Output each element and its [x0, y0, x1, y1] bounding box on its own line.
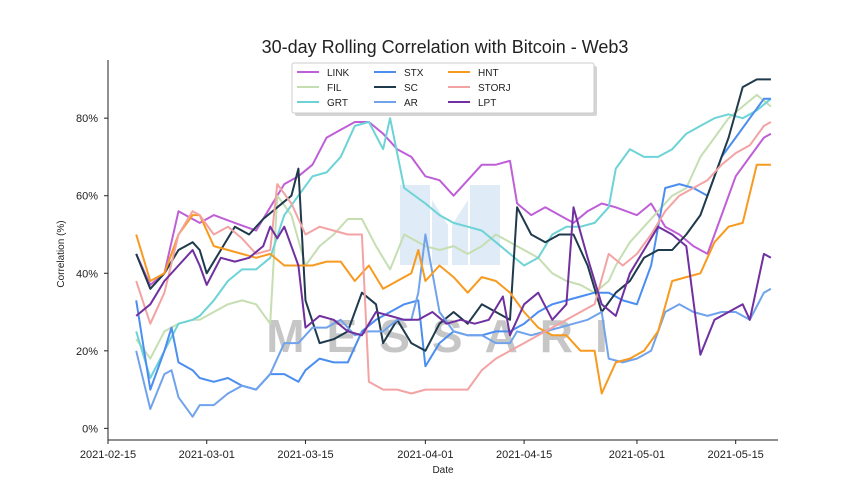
x-tick-labels: 2021-02-15 2021-03-01 2021-03-15 2021-04-01…	[80, 440, 764, 461]
x-tick-label: 2021-04-15	[496, 449, 552, 461]
legend-label-stx: STX	[404, 68, 424, 79]
x-tick-label: 2021-05-15	[708, 449, 764, 461]
legend-label-sc: SC	[404, 83, 418, 94]
x-tick-label: 2021-02-15	[80, 449, 136, 461]
series-line-hnt	[135, 163, 771, 395]
x-tick-label: 2021-04-01	[397, 449, 453, 461]
series-line-lpt	[135, 206, 772, 356]
series-layer	[135, 78, 772, 418]
watermark-logo-bar-right	[470, 185, 500, 265]
chart-title: 30-day Rolling Correlation with Bitcoin …	[262, 37, 629, 57]
x-axis-label: Date	[432, 465, 454, 476]
legend-box	[291, 62, 595, 114]
series-line-link	[135, 121, 772, 286]
series-line-grt	[135, 98, 772, 379]
legend-label-link: LINK	[327, 68, 350, 79]
legend-label-hnt: HNT	[478, 68, 499, 79]
x-tick-label: 2021-05-01	[609, 449, 665, 461]
y-tick-label: 80%	[76, 113, 98, 125]
x-tick-label: 2021-03-15	[277, 449, 333, 461]
y-tick-label: 60%	[76, 191, 98, 203]
legend: LINK FIL GRT STX SC AR HNT STORJ LPT	[291, 62, 597, 116]
watermark-logo-wedge-right	[452, 200, 468, 265]
series-line-sc	[135, 78, 771, 352]
legend-label-fil: FIL	[327, 83, 342, 94]
y-tick-label: 0%	[82, 423, 98, 435]
y-axis-label: Correlation (%)	[56, 220, 67, 287]
y-tick-label: 40%	[76, 268, 98, 280]
legend-label-lpt: LPT	[478, 98, 496, 109]
series-line-storj	[135, 121, 772, 395]
series-line-stx	[135, 97, 771, 391]
watermark-logo-bar-left	[400, 185, 430, 265]
y-tick-label: 20%	[76, 346, 98, 358]
legend-entries: LINK FIL GRT STX SC AR HNT STORJ LPT	[297, 68, 511, 109]
legend-label-ar: AR	[404, 98, 418, 109]
x-tick-label: 2021-03-01	[179, 449, 235, 461]
legend-label-grt: GRT	[327, 98, 348, 109]
y-tick-labels: 0% 20% 40% 60% 80%	[76, 113, 108, 435]
messari-watermark	[400, 185, 500, 265]
legend-label-storj: STORJ	[478, 83, 511, 94]
series-line-ar	[135, 233, 772, 418]
